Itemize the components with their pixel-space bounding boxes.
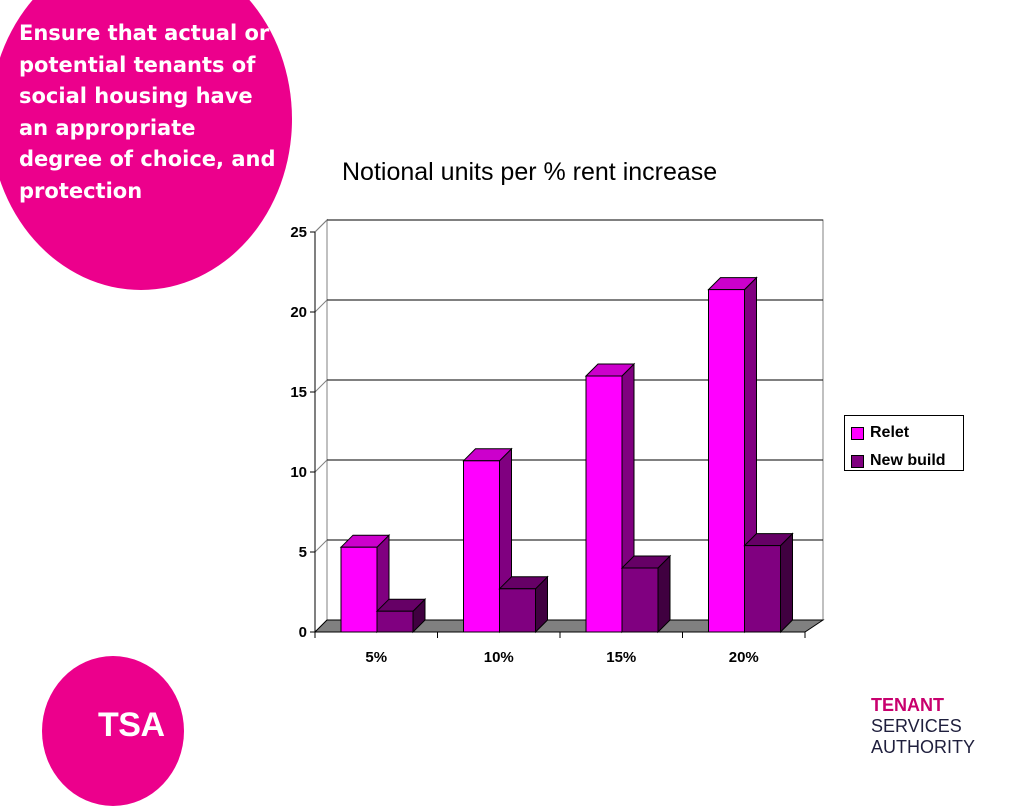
legend-label-new-build: New build: [870, 452, 946, 469]
legend-swatch-relet: [851, 426, 864, 440]
x-tick-label: 10%: [484, 649, 514, 666]
brand-line-2: SERVICES: [871, 716, 962, 736]
y-tick-label: 20: [290, 304, 307, 321]
y-tick-label: 0: [299, 624, 307, 641]
bar-new-build: [498, 575, 549, 634]
chart-legend: Relet New build: [844, 415, 964, 471]
chart-side-wall: [314, 218, 328, 634]
bar-relet: [707, 276, 758, 634]
x-tick-label: 20%: [729, 649, 759, 666]
gridline-side: [314, 459, 328, 473]
x-tick-label: 5%: [365, 649, 387, 666]
bar-new-build: [743, 532, 794, 634]
brand-name: TENANT SERVICES AUTHORITY: [871, 695, 975, 758]
brand-line-1: TENANT: [871, 695, 944, 715]
legend-item-relet: Relet: [851, 422, 963, 444]
tsa-logo: TSA: [98, 706, 165, 744]
y-tick-label: 10: [290, 464, 307, 481]
heading-blob: [0, 0, 292, 290]
brand-line-3: AUTHORITY: [871, 737, 976, 757]
gridline-side: [314, 219, 328, 233]
gridline-side: [314, 299, 328, 313]
bar-chart: 0 5 10 15 20 25 5% 10% 15% 20%: [290, 218, 825, 666]
slide-heading: Ensure that actual or potential tenants …: [19, 21, 276, 203]
y-tick-label: 15: [290, 384, 307, 401]
y-tick-label: 5: [299, 544, 307, 561]
gridline-side: [314, 379, 328, 393]
y-tick-label: 25: [290, 224, 307, 241]
x-tick-label: 15%: [606, 649, 636, 666]
bar-new-build: [375, 597, 427, 634]
legend-item-new-build: New build: [851, 450, 963, 472]
legend-label-relet: Relet: [870, 424, 910, 441]
legend-swatch-new-build: [851, 454, 864, 468]
chart-title: Notional units per % rent increase: [342, 158, 718, 186]
gridline-side: [314, 539, 328, 553]
bar-new-build: [620, 554, 672, 634]
